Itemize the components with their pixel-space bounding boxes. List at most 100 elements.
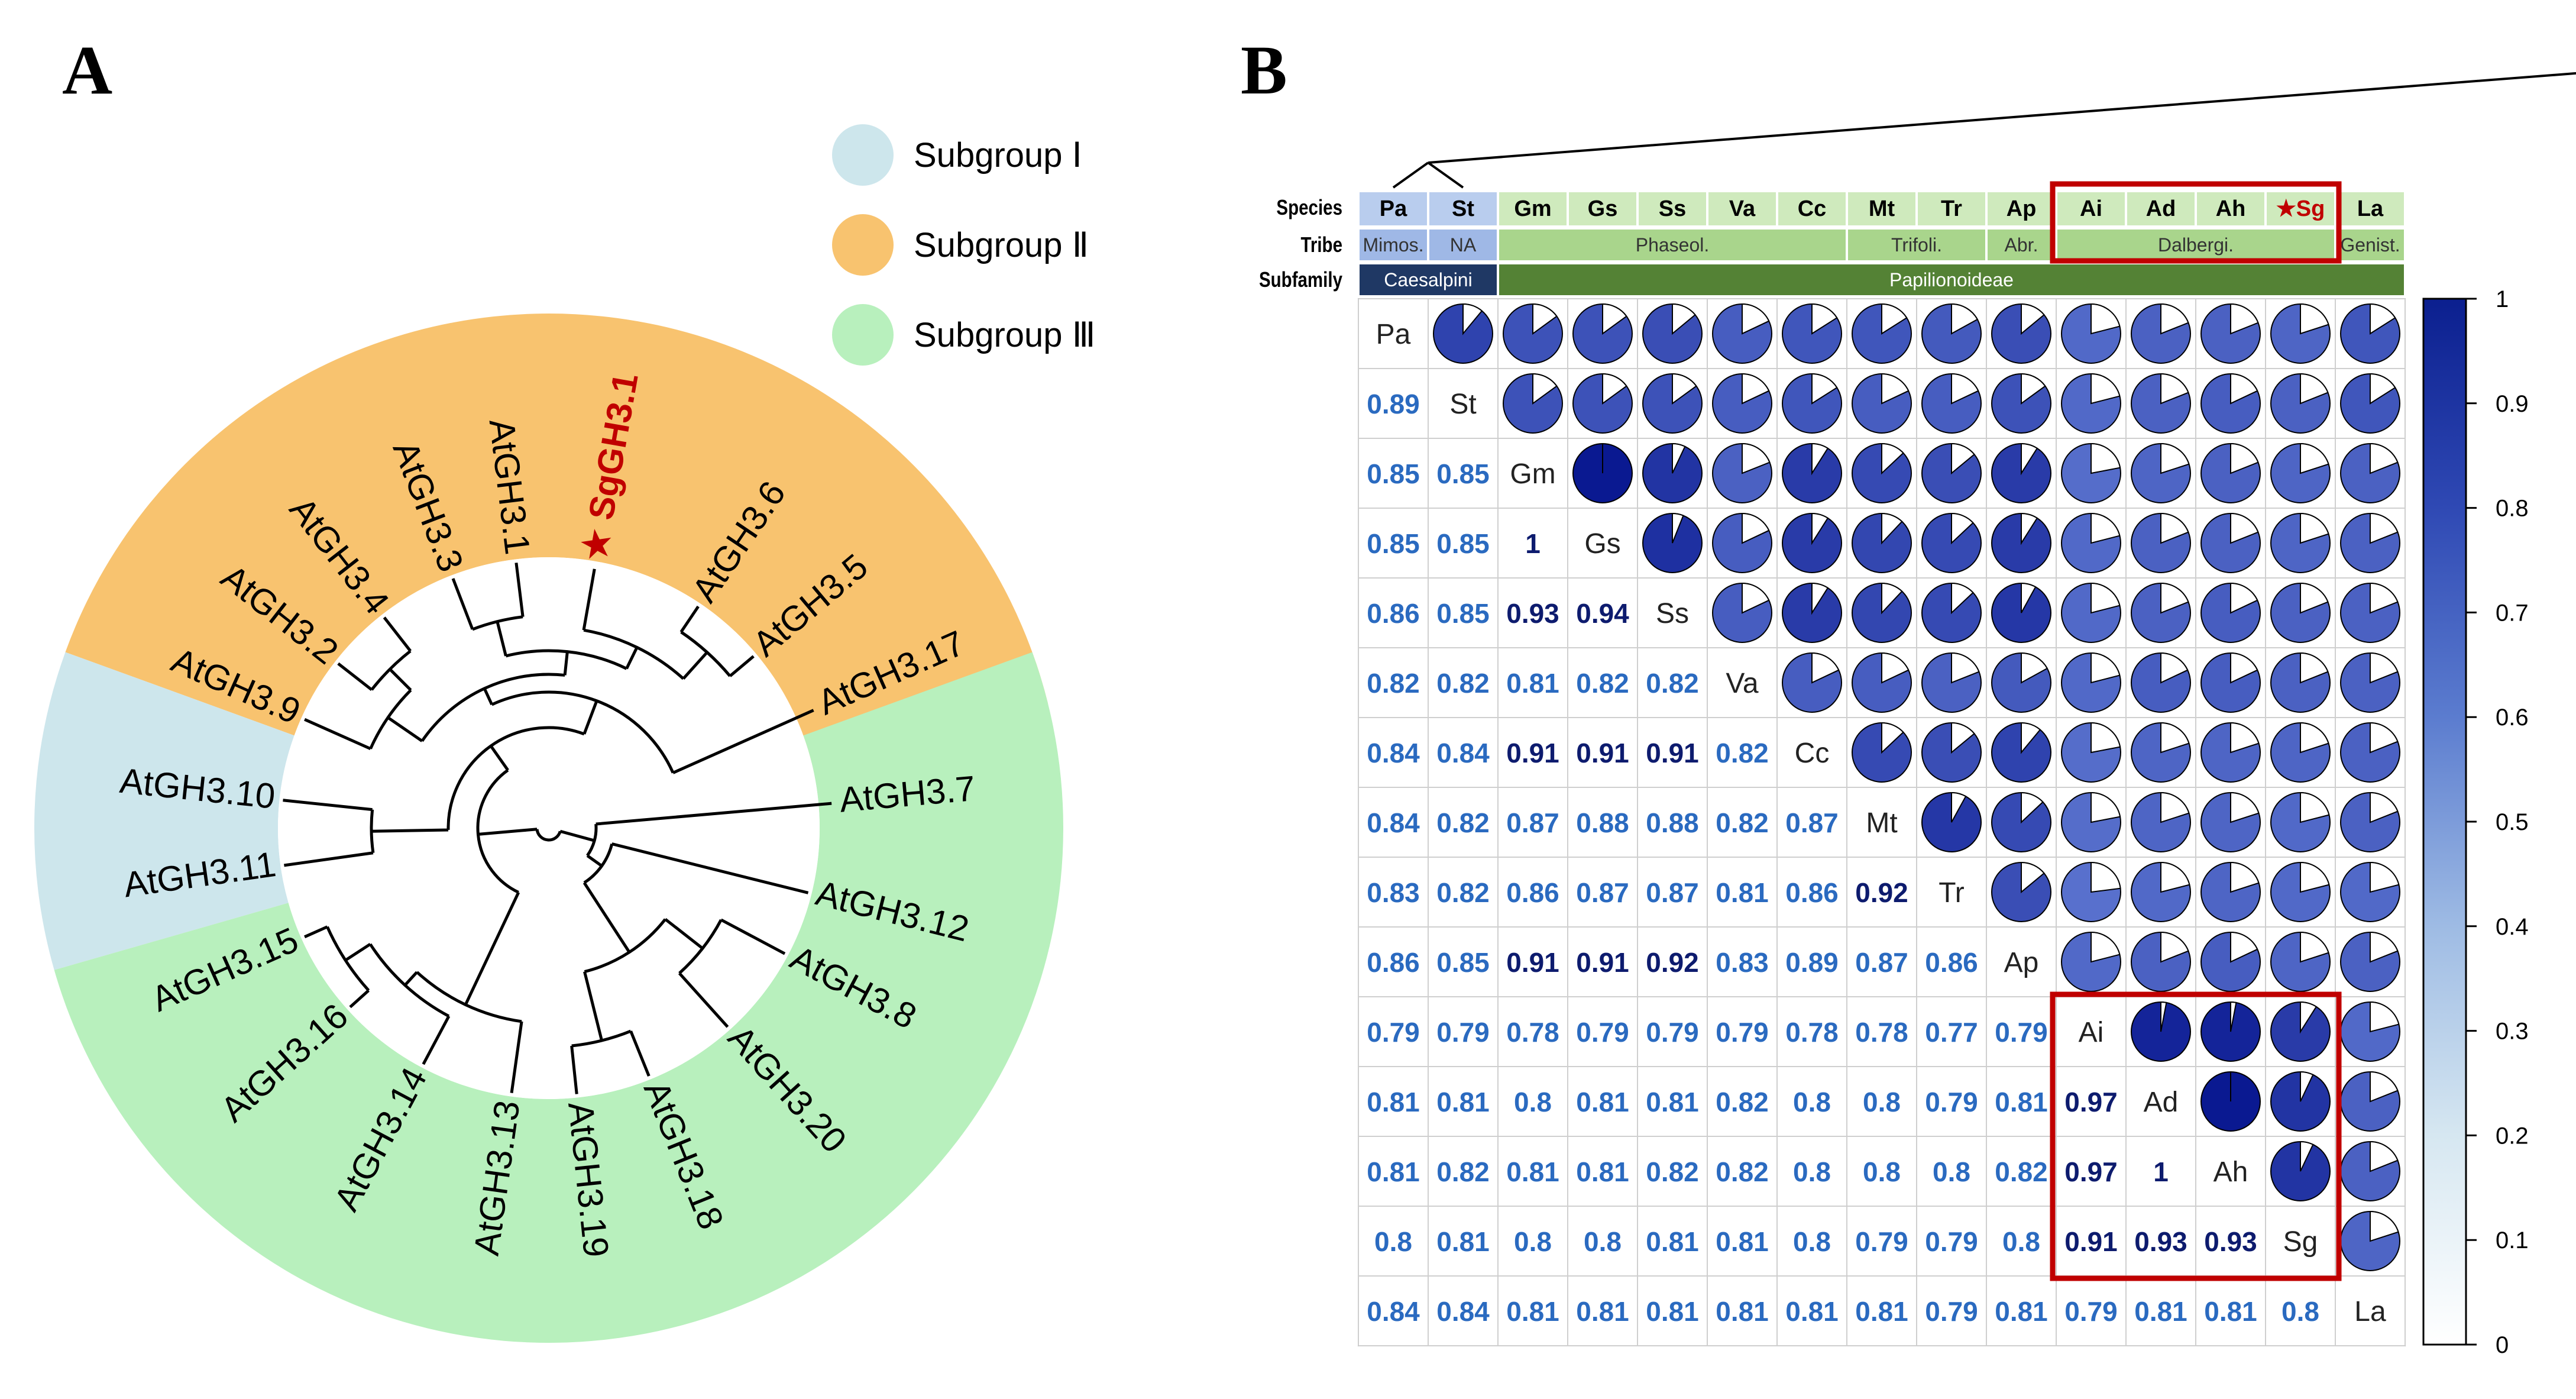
- matrix-pie-gap: [1742, 582, 1770, 614]
- matrix-pie-gap: [2230, 582, 2258, 614]
- matrix-value: 0.86: [1785, 877, 1839, 908]
- matrix-pie-gap: [2300, 1071, 2314, 1102]
- matrix-pie-gap: [2370, 442, 2399, 474]
- matrix-pie-gap: [2300, 1001, 2318, 1034]
- colorbar-tick-label: 0.1: [2496, 1227, 2529, 1253]
- matrix-pie-gap: [2021, 582, 2037, 613]
- matrix-pie-gap: [2370, 373, 2396, 405]
- tribe-header-cell: [1360, 230, 1427, 260]
- matrix-pie-gap: [2090, 791, 2121, 823]
- species-header-label: Gs: [1588, 196, 1618, 221]
- species-header-cell: [1988, 192, 2055, 225]
- matrix-value: 0.8: [1793, 1087, 1831, 1117]
- species-header-cell: [2057, 192, 2125, 225]
- matrix-pie-gap: [1951, 512, 1974, 545]
- matrix-value: 0.82: [1646, 668, 1699, 699]
- matrix-value: 0.88: [1646, 807, 1699, 838]
- matrix-pie-gap: [2021, 652, 2048, 684]
- tribe-header-label: Genist.: [2340, 234, 2400, 256]
- matrix-value: 1: [1525, 528, 1541, 559]
- matrix-value: 0.81: [1785, 1296, 1839, 1327]
- matrix-pie-gap: [1951, 652, 1980, 684]
- dalbergi-matrix-box: [2050, 991, 2342, 1281]
- matrix-pie-gap: [2090, 373, 2121, 405]
- tribe-header-label: Phaseol.: [1636, 234, 1710, 256]
- matrix-pie-gap: [1672, 442, 1686, 474]
- tribe-header-cell: [1988, 230, 2055, 260]
- matrix-value: 0.81: [1576, 1296, 1629, 1327]
- matrix-pie-gap: [1602, 373, 1627, 405]
- matrix-value: 0.87: [1785, 807, 1839, 838]
- matrix-pie-gap: [2370, 303, 2396, 335]
- matrix-pie-gap: [2160, 722, 2190, 754]
- tribe-header-cell: [1848, 230, 1985, 260]
- matrix-pie-gap: [1742, 373, 1770, 405]
- matrix-value: 0.79: [1367, 1017, 1420, 1048]
- matrix-pie-gap: [1532, 373, 1558, 405]
- matrix-value: 0.8: [1793, 1156, 1831, 1187]
- matrix-pie-gap: [2230, 931, 2258, 963]
- matrix-value: 0.81: [1506, 1156, 1559, 1187]
- matrix-value: 0.82: [1436, 1156, 1490, 1187]
- colorbar-gradient: [2422, 298, 2467, 1346]
- matrix-pie-gap: [1881, 442, 1904, 475]
- matrix-diagonal-label: Ss: [1656, 598, 1689, 629]
- matrix-pie-gap: [1811, 652, 1840, 684]
- matrix-value: 0.89: [1367, 389, 1420, 419]
- phylogenetic-tree: [283, 563, 832, 1094]
- matrix-value: 0.85: [1367, 528, 1420, 559]
- matrix-pie-gap: [2370, 1071, 2399, 1103]
- panel-b: B Species Tribe Subfamily Pa St Gm Gs Ss Va Cc Mt T…: [1241, 31, 2576, 1358]
- matrix-value: 0.79: [1576, 1017, 1629, 1048]
- matrix-value: 0.82: [1995, 1156, 2048, 1187]
- matrix-pie-gap: [1672, 373, 1697, 405]
- matrix-value: 0.85: [1367, 458, 1420, 489]
- matrix-value: 0.82: [1716, 807, 1769, 838]
- matrix-pie-gap: [2160, 512, 2189, 544]
- header-row-label: Species: [1276, 195, 1342, 219]
- matrix-pie-gap: [2300, 931, 2329, 963]
- matrix-pie-gap: [2370, 791, 2399, 823]
- tribe-header-cell: [1499, 230, 1846, 260]
- species-header-label: Cc: [1798, 196, 1827, 221]
- species-tree-branches: [1392, 72, 2576, 189]
- tribe-header-label: Abr.: [2005, 234, 2038, 256]
- matrix-pie-gap: [2370, 931, 2399, 963]
- matrix-value: 0.78: [1855, 1017, 1908, 1048]
- legend-label: Subgroup Ⅰ: [914, 136, 1082, 175]
- matrix-pie-gap: [2230, 442, 2259, 474]
- matrix-value: 0.81: [1716, 877, 1769, 908]
- matrix-pie-gap: [1881, 512, 1903, 545]
- matrix-value: 0.81: [1436, 1087, 1490, 1117]
- tribe-header-cell: [2057, 230, 2334, 260]
- matrix-value: 0.81: [1855, 1296, 1908, 1327]
- matrix-value: 0.84: [1436, 738, 1490, 768]
- matrix-diagonal-label: Sg: [2283, 1226, 2318, 1258]
- matrix-value: 0.91: [1646, 738, 1699, 768]
- species-header-label: Pa: [1380, 196, 1407, 221]
- matrix-pie-gap: [1672, 303, 1696, 335]
- highlight-boxes: [2050, 181, 2342, 1281]
- species-header-cell: [1639, 192, 1706, 225]
- matrix-pie-gap: [1811, 303, 1838, 335]
- matrix-pie-gap: [2021, 861, 2045, 894]
- colorbar-tick-label: 0.6: [2496, 705, 2529, 731]
- tree-center: [278, 557, 820, 1099]
- matrix-pie-gap: [2090, 861, 2121, 893]
- matrix-pie-gap: [1881, 373, 1910, 405]
- matrix-value: 0.91: [2064, 1226, 2118, 1257]
- legend-swatch: [832, 124, 894, 186]
- matrix-pie-gap: [2230, 303, 2259, 335]
- species-header-label: Va: [1729, 196, 1756, 221]
- matrix-value: 0.82: [1716, 1087, 1769, 1117]
- matrix-pie-gap: [2370, 1140, 2399, 1172]
- matrix-pie-gap: [2160, 373, 2189, 405]
- matrix-pie-gap: [2160, 303, 2189, 335]
- matrix-pie-gap: [2370, 652, 2399, 684]
- matrix-diagonal-label: Pa: [1376, 319, 1411, 350]
- taxonomy-header: Species Tribe Subfamily Pa St Gm Gs Ss Va Cc Mt Tr A…: [1259, 192, 2404, 295]
- matrix-value: 0.91: [1576, 947, 1629, 978]
- colorbar-tick-label: 0.4: [2496, 914, 2529, 940]
- tree-branches: [283, 563, 832, 1094]
